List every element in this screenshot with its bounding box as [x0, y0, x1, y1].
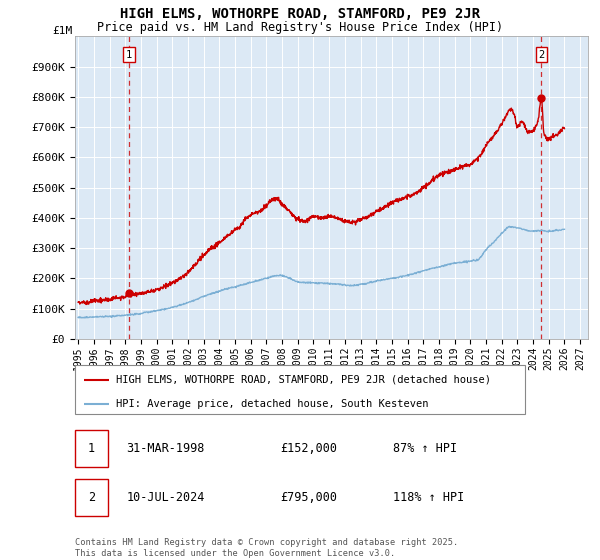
Text: £795,000: £795,000 [280, 491, 337, 504]
Text: Contains HM Land Registry data © Crown copyright and database right 2025.
This d: Contains HM Land Registry data © Crown c… [75, 538, 458, 558]
Text: £1M: £1M [52, 26, 73, 36]
Text: 31-MAR-1998: 31-MAR-1998 [127, 442, 205, 455]
Text: 2: 2 [88, 491, 95, 504]
Text: Price paid vs. HM Land Registry's House Price Index (HPI): Price paid vs. HM Land Registry's House … [97, 21, 503, 34]
FancyBboxPatch shape [75, 479, 109, 516]
Text: 1: 1 [88, 442, 95, 455]
Text: 87% ↑ HPI: 87% ↑ HPI [393, 442, 457, 455]
Text: HIGH ELMS, WOTHORPE ROAD, STAMFORD, PE9 2JR (detached house): HIGH ELMS, WOTHORPE ROAD, STAMFORD, PE9 … [115, 375, 491, 385]
Text: HPI: Average price, detached house, South Kesteven: HPI: Average price, detached house, Sout… [115, 399, 428, 409]
Text: 118% ↑ HPI: 118% ↑ HPI [393, 491, 464, 504]
FancyBboxPatch shape [75, 430, 109, 467]
Text: 2: 2 [538, 49, 545, 59]
Text: 1: 1 [126, 49, 132, 59]
Text: 10-JUL-2024: 10-JUL-2024 [127, 491, 205, 504]
Text: £152,000: £152,000 [280, 442, 337, 455]
Text: HIGH ELMS, WOTHORPE ROAD, STAMFORD, PE9 2JR: HIGH ELMS, WOTHORPE ROAD, STAMFORD, PE9 … [120, 7, 480, 21]
FancyBboxPatch shape [75, 365, 525, 414]
